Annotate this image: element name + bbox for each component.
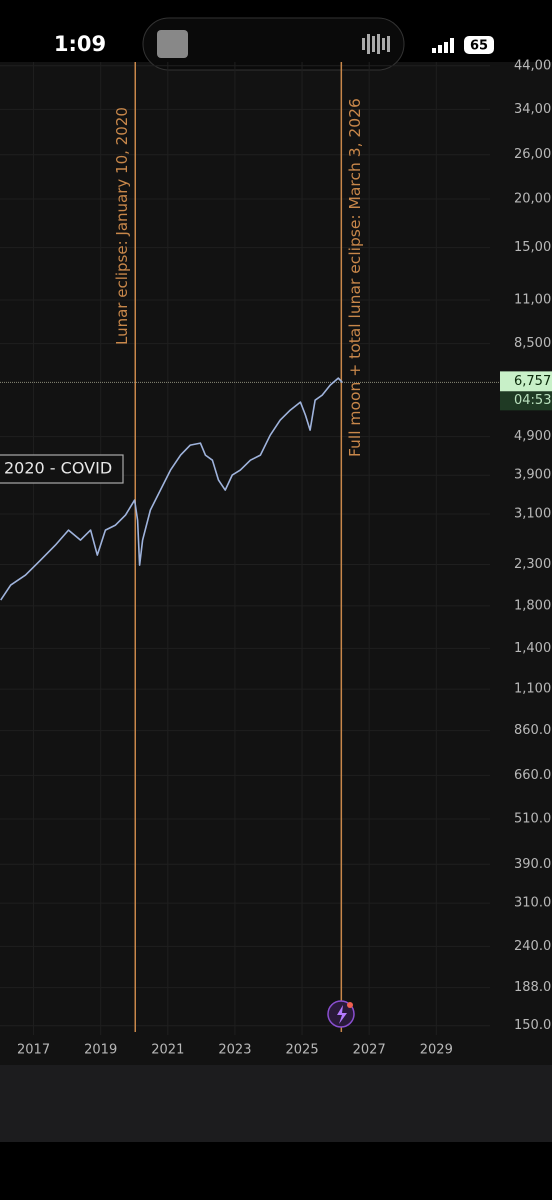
y-tick-label: 11,000	[514, 293, 552, 308]
y-tick-label: 1,400	[514, 641, 551, 656]
x-tick-label: 2023	[218, 1043, 251, 1058]
y-tick-label: 1,100	[514, 682, 551, 697]
y-tick-label: 3,100	[514, 507, 551, 522]
event-label: Lunar eclipse: January 10, 2020	[113, 107, 131, 345]
price-tag-label: 6,757	[514, 374, 551, 389]
y-tick-label: 660.0	[514, 768, 551, 783]
alert-dot	[347, 1002, 353, 1008]
y-tick-label: 44,000	[514, 58, 552, 73]
y-tick-label: 510.0	[514, 811, 551, 826]
alert-bolt	[337, 1005, 347, 1024]
chart-bg	[0, 62, 552, 1065]
y-tick-label: 3,900	[514, 468, 551, 483]
y-tick-label: 2,300	[514, 557, 551, 572]
countdown-label: 04:53	[514, 393, 551, 408]
countdown-box	[500, 391, 552, 411]
status-time: 1:09	[54, 32, 106, 56]
bottom-bar	[0, 1065, 552, 1142]
x-tick-label: 2025	[286, 1043, 319, 1058]
y-tick-label: 310.0	[514, 896, 551, 911]
y-tick-label: 34,000	[514, 102, 552, 117]
battery-icon	[464, 36, 494, 54]
dynamic-island	[142, 17, 405, 71]
y-tick-label: 26,000	[514, 147, 552, 162]
x-tick-label: 2027	[353, 1043, 386, 1058]
y-tick-label: 4,900	[514, 429, 551, 444]
y-tick-label: 1,800	[514, 598, 551, 613]
y-tick-label: 8,500	[514, 336, 551, 351]
label-box-text: 2020 - COVID	[4, 459, 112, 478]
y-tick-label: 188.0	[514, 980, 551, 995]
price-tag	[500, 371, 552, 392]
signal-icon	[432, 38, 454, 53]
label-box	[0, 454, 124, 484]
x-tick-label: 2019	[84, 1043, 117, 1058]
y-tick-label: 15,000	[514, 240, 552, 255]
island-waveform	[362, 34, 390, 54]
x-tick-label: 2017	[17, 1043, 50, 1058]
y-tick-label: 860.0	[514, 723, 551, 738]
y-tick-label: 20,000	[514, 192, 552, 207]
x-tick-label: 2021	[151, 1043, 184, 1058]
y-tick-label: 240.0	[514, 939, 551, 954]
y-tick-label: 150.0	[514, 1018, 551, 1033]
island-thumb	[157, 30, 188, 58]
price-line-series	[0, 377, 343, 601]
battery-level: 65	[470, 39, 488, 54]
plot: 44,000 34,000 26,000 20,000 15,000 11,000 8,50…	[0, 58, 552, 1058]
x-tick-label: 2029	[420, 1043, 453, 1058]
event-label: Full moon + total lunar eclipse: March 3…	[346, 98, 364, 457]
y-tick-label: 390.0	[514, 857, 551, 872]
